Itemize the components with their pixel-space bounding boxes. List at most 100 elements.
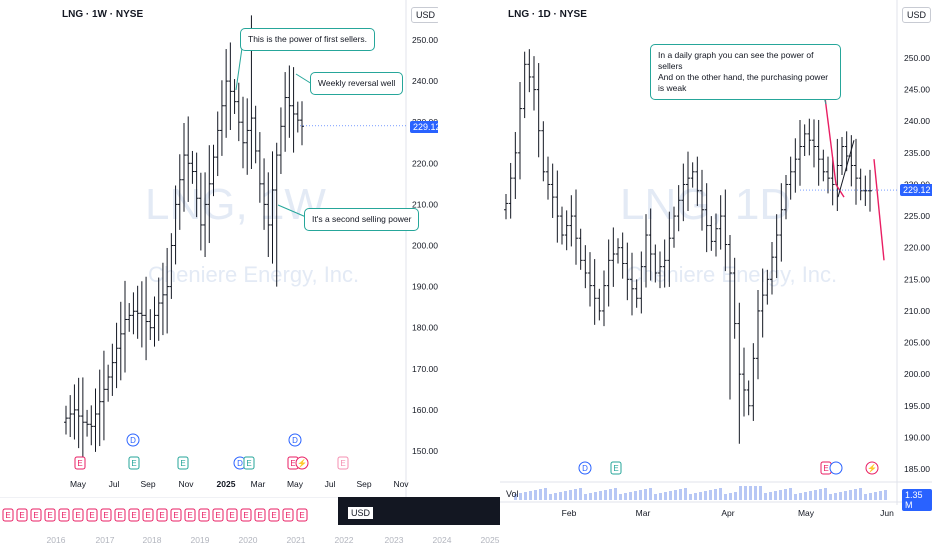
bottom-event-marker-letter: E (75, 511, 80, 520)
left-time-label: Jul (109, 479, 120, 489)
left-pointer-second (277, 204, 307, 218)
right-bar (821, 149, 826, 182)
bottom-event-marker: E (30, 508, 42, 522)
right-volume-bar (559, 492, 562, 500)
left-bar (295, 101, 300, 133)
right-bar (863, 175, 868, 206)
right-volume-bar (674, 490, 677, 500)
right-bar (658, 251, 662, 289)
right-volume-bar (699, 492, 702, 500)
right-event-marker-shape (865, 461, 879, 475)
left-dividend-marker-shape (288, 433, 302, 447)
right-bar (546, 156, 550, 200)
right-volume-bar (839, 492, 842, 500)
right-volume-bar (874, 492, 877, 500)
bottom-event-marker-letter: E (285, 511, 290, 520)
bottom-event-marker-shape (184, 508, 196, 522)
right-volume-bar (569, 490, 572, 500)
bottom-event-marker-letter: E (271, 511, 276, 520)
right-bar (849, 135, 854, 187)
left-bar (194, 152, 199, 218)
left-bar (274, 142, 279, 287)
right-bar (681, 163, 686, 222)
callout-daily-power[interactable]: In a daily graph you can see the power o… (650, 44, 841, 100)
bottom-year-label: 2025 (481, 535, 500, 545)
left-dividend-marker-shape (126, 433, 140, 447)
callout-second-selling[interactable]: It's a second selling power (304, 208, 420, 231)
left-currency-button[interactable]: USD (411, 7, 441, 23)
right-bar (583, 245, 588, 289)
callout-first-sellers[interactable]: This is the power of first sellers. (240, 28, 376, 51)
right-bar (816, 119, 821, 186)
right-bar (779, 183, 784, 262)
right-volume-bar (604, 490, 607, 500)
left-time-label: Sep (356, 479, 371, 489)
right-volume-bar (834, 493, 837, 500)
bottom-event-marker: E (212, 508, 224, 522)
right-bar (793, 138, 798, 193)
left-chart-header: LNG · 1W · NYSE (62, 9, 144, 20)
right-bar (522, 51, 527, 119)
left-time-label: Nov (178, 479, 194, 489)
left-bar (203, 172, 208, 258)
right-bar (695, 156, 700, 206)
bottom-event-marker-letter: E (299, 511, 304, 520)
bottom-currency-label[interactable]: USD (348, 507, 374, 519)
right-volume-bar (704, 491, 707, 500)
right-currency-button[interactable]: USD (902, 7, 932, 23)
right-dividend-marker: D (578, 461, 592, 475)
right-bar (602, 270, 606, 327)
bottom-event-marker-shape (2, 508, 14, 522)
left-bar (219, 80, 224, 156)
left-event-marker-letter: E (180, 459, 185, 468)
right-bar (835, 138, 840, 212)
right-volume-bar (729, 493, 732, 500)
left-bar (68, 395, 73, 438)
left-y-tick: 210.00 (412, 199, 438, 209)
left-bar (198, 172, 203, 251)
right-bar (597, 288, 602, 321)
left-bar (177, 154, 182, 230)
left-event-marker-letter: E (290, 459, 295, 468)
left-event-marker-shape (128, 456, 140, 470)
right-bar (802, 124, 807, 157)
daily-chart-panel[interactable]: LNG, 1D Cheniere Energy, Inc. 185.00 190.… (500, 0, 932, 550)
bottom-event-marker-shape (30, 508, 42, 522)
bottom-event-marker-letter: E (201, 511, 206, 520)
right-time-label: May (798, 508, 815, 518)
right-volume-bar (649, 488, 652, 500)
right-y-tick: 240.00 (904, 116, 930, 126)
right-split-marker-shape (829, 461, 843, 475)
left-y-tick: 170.00 (412, 364, 438, 374)
right-bar (751, 343, 756, 421)
left-bar (127, 303, 132, 332)
right-volume-bar (804, 492, 807, 500)
right-volume-bar (759, 486, 762, 500)
bottom-event-marker: E (240, 508, 252, 522)
left-bar (182, 123, 186, 212)
left-bar (144, 276, 149, 361)
callout-weekly-reversal[interactable]: Weekly reversal well (310, 72, 404, 95)
right-y-tick: 250.00 (904, 53, 930, 63)
volume-value-tag: 1.35 M (902, 489, 932, 511)
right-bar (550, 163, 555, 218)
right-volume-bar (749, 486, 752, 500)
right-bar (742, 347, 746, 417)
bottom-event-marker: E (16, 508, 28, 522)
left-bar (106, 364, 111, 402)
left-last-price-tag: 229.12 (410, 121, 444, 133)
left-bar (291, 67, 296, 153)
weekly-chart-svg[interactable]: 150.00 160.00 170.00 180.00 190.00 200.00 210.… (0, 0, 438, 500)
left-time-label: Sep (140, 479, 155, 489)
right-bar (723, 189, 728, 272)
daily-chart-svg[interactable]: 185.00 190.00 195.00 200.00 205.00 210.00 215.… (500, 0, 932, 550)
right-bar (564, 210, 569, 251)
left-bar (160, 262, 165, 336)
right-bar (774, 214, 779, 279)
right-bar (569, 195, 574, 247)
bottom-event-marker-letter: E (103, 511, 108, 520)
right-bar (718, 195, 723, 250)
left-bar (262, 158, 267, 230)
right-bar (513, 131, 518, 200)
weekly-chart-panel[interactable]: LNG, 1W Cheniere Energy, Inc. 150.00 160.… (0, 0, 444, 550)
